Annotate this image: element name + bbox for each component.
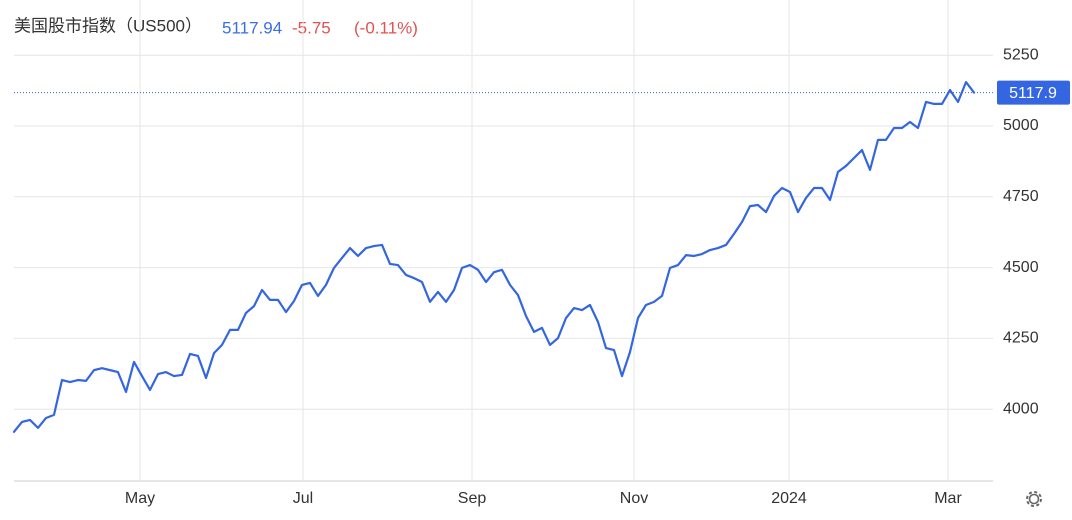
x-tick-label: Sep — [458, 490, 487, 507]
change: -5.75 — [292, 18, 331, 37]
x-tick-label: 2024 — [771, 490, 807, 507]
y-tick-label: 5250 — [1003, 46, 1039, 63]
x-tick-label: Jul — [293, 490, 313, 507]
settings-icon[interactable] — [1026, 491, 1042, 507]
settings-gear — [1026, 491, 1042, 507]
chart-title: 美国股市指数（US500） — [14, 16, 202, 35]
x-tick-label: Nov — [620, 490, 648, 507]
grid — [14, 0, 993, 480]
y-tick-label: 4250 — [1003, 330, 1039, 347]
x-tick-label: Mar — [934, 490, 962, 507]
y-tick-label: 4500 — [1003, 259, 1039, 276]
x-tick-label: May — [125, 490, 155, 507]
price: 5117.94 — [222, 18, 282, 37]
y-tick-label: 5000 — [1003, 117, 1039, 134]
y-tick-label: 4750 — [1003, 188, 1039, 205]
y-tick-label: 4000 — [1003, 400, 1039, 417]
price-line — [12, 81, 976, 433]
current-price-label: 5117.9 — [1009, 85, 1057, 102]
current-price-tag — [997, 80, 1070, 105]
settings-gear-inner — [1028, 493, 1040, 505]
change-percent: (-0.11%) — [354, 18, 418, 37]
